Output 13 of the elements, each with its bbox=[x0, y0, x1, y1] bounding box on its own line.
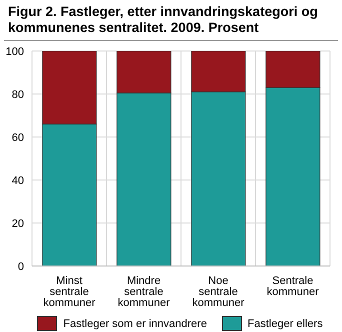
y-tick-label: 20 bbox=[12, 218, 24, 230]
x-tick-label: Sentrale kommuner bbox=[266, 275, 320, 298]
x-tick-label: Noe sentrale kommuner bbox=[192, 275, 245, 309]
legend-label: Fastleger som er innvandrere bbox=[63, 318, 207, 330]
x-tick-label: Mindre sentrale kommuner bbox=[118, 275, 170, 309]
y-tick-label: 60 bbox=[12, 132, 24, 144]
y-tick-label: 0 bbox=[18, 260, 24, 273]
y-tick-label: 100 bbox=[6, 46, 24, 58]
y-tick-label: 80 bbox=[12, 88, 24, 101]
legend-label: Fastleger ellers bbox=[248, 318, 323, 330]
x-tick-label: Minst sentrale kommuner bbox=[43, 275, 96, 309]
y-tick-label: 40 bbox=[12, 174, 24, 187]
chart-title: Figur 2. Fastleger, etter innvandringskategori og kommunenes sentralitet. 2009. Prosent bbox=[4, 0, 338, 41]
